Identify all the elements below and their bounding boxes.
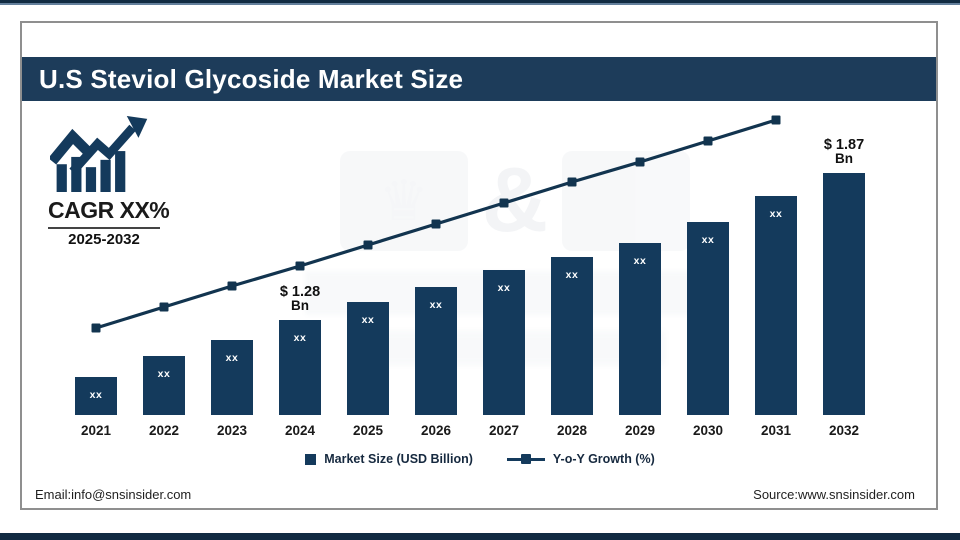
page-title: U.S Steviol Glycoside Market Size xyxy=(39,63,464,94)
cagr-label: CAGR XX% xyxy=(48,197,170,223)
cagr-divider xyxy=(48,227,160,229)
cagr-period: 2025-2032 xyxy=(68,231,140,248)
contact-email: Email:info@snsinsider.com xyxy=(35,487,192,502)
legend-item-yoy-growth: Y-o-Y Growth (%) xyxy=(506,452,655,466)
bottom-accent-bar xyxy=(0,533,960,540)
bar-swatch-icon xyxy=(305,453,317,465)
cagr-block: CAGR XX% 2025-2032 xyxy=(48,116,178,248)
legend-item-market-size: Market Size (USD Billion) xyxy=(305,452,473,466)
growth-chart-icon xyxy=(50,116,148,192)
chart-legend: Market Size (USD Billion) Y-o-Y Growth (… xyxy=(0,452,960,466)
top-accent-bar xyxy=(0,0,960,5)
line-marker-icon xyxy=(520,453,531,464)
source-credit: Source:www.snsinsider.com xyxy=(753,487,915,502)
title-banner: U.S Steviol Glycoside Market Size xyxy=(22,57,936,101)
content-frame xyxy=(20,21,938,510)
line-swatch-icon xyxy=(506,453,545,464)
legend-label-yoy-growth: Y-o-Y Growth (%) xyxy=(552,452,655,466)
legend-label-market-size: Market Size (USD Billion) xyxy=(324,452,473,466)
